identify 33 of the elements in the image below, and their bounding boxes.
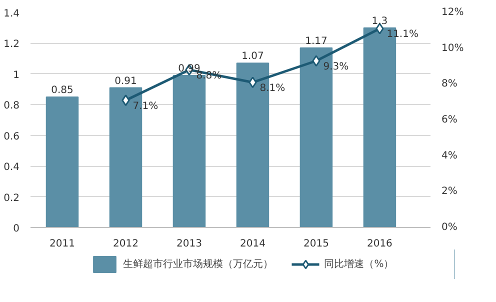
y2-tick-label: 10% bbox=[442, 42, 464, 54]
y-tick-label: 1.4 bbox=[4, 8, 20, 20]
point bbox=[122, 94, 130, 106]
y-tick-label: 0.8 bbox=[4, 100, 20, 112]
y-tick-label: 0 bbox=[13, 224, 20, 234]
y-tick-label: 0.2 bbox=[4, 192, 20, 204]
y2-tick-label: 8% bbox=[442, 78, 458, 90]
x-tick-label: 2013 bbox=[176, 238, 202, 250]
y-tick-label: 1 bbox=[13, 70, 20, 81]
y-tick-label: 1.2 bbox=[4, 39, 20, 50]
x-tick-label: 2015 bbox=[303, 238, 329, 250]
y-tick-label: 0.6 bbox=[4, 131, 20, 142]
data-label: 1.17 bbox=[305, 36, 328, 47]
data-label: 1.07 bbox=[242, 51, 264, 62]
y2-tick-label: 12% bbox=[442, 7, 464, 18]
x-tick-label: 2014 bbox=[240, 238, 266, 250]
y2-tick-label: 2% bbox=[442, 186, 458, 198]
point bbox=[248, 76, 257, 88]
y-tick-label: 0.4 bbox=[4, 162, 20, 174]
y2-tick-label: 6% bbox=[442, 114, 458, 126]
x-tick-label: 2012 bbox=[113, 238, 138, 250]
data-label: 1.3 bbox=[372, 16, 388, 27]
legend-label: 生鲜超市行业市场规模（万亿元） bbox=[123, 258, 274, 271]
x-tick-label: 2016 bbox=[366, 238, 392, 250]
x-tick-label: 2011 bbox=[50, 238, 75, 250]
bar bbox=[46, 96, 79, 228]
y2-tick-label: 4% bbox=[442, 150, 458, 162]
point bbox=[312, 55, 320, 67]
legend-label: 同比增速（%） bbox=[324, 258, 394, 271]
data-label: 0.91 bbox=[114, 76, 137, 87]
data-label: 0.85 bbox=[51, 84, 74, 96]
data-label: 8.8% bbox=[196, 70, 222, 82]
y2-tick-label: 0% bbox=[442, 222, 458, 233]
